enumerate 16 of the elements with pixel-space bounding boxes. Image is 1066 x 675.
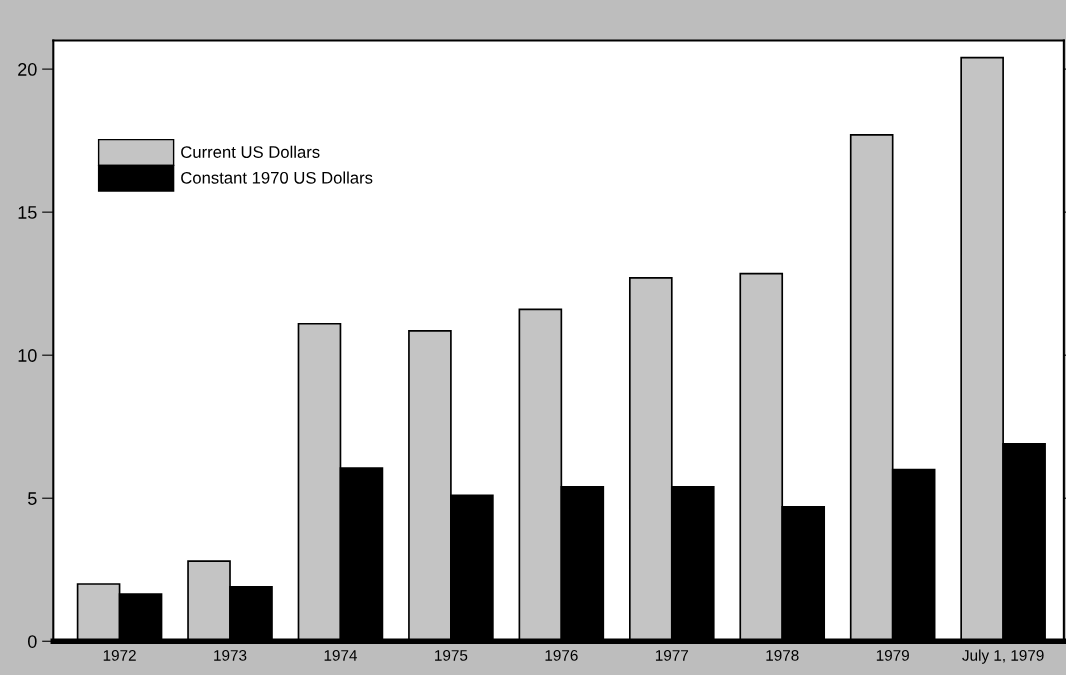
y-tick-label: 0 xyxy=(27,635,37,648)
legend-label: Current US Dollars xyxy=(181,145,320,158)
x-tick-label: 1977 xyxy=(655,649,689,661)
x-tick-label: 1974 xyxy=(324,649,357,661)
x-tick-label: 1973 xyxy=(214,649,247,661)
x-tick-label: 1976 xyxy=(545,649,578,661)
legend-label: Constant 1970 US Dollars xyxy=(181,171,373,184)
y-tick-label: 5 xyxy=(28,492,37,505)
x-tick-label: 1979 xyxy=(876,649,909,661)
y-tick-label: 20 xyxy=(18,63,37,76)
x-tick-label: 1975 xyxy=(435,649,468,661)
y-tick-label: 15 xyxy=(18,206,37,219)
x-tick-label: 1972 xyxy=(103,649,136,661)
x-tick-label: 1978 xyxy=(766,649,799,661)
x-tick-label: July 1, 1979 xyxy=(962,649,1044,664)
y-tick-label: 10 xyxy=(18,349,37,362)
